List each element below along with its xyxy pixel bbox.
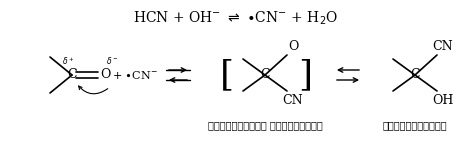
Text: [: [ <box>220 58 234 92</box>
Text: + $\bullet$CN$^{-}$: + $\bullet$CN$^{-}$ <box>112 69 158 81</box>
Text: $\delta^+$: $\delta^+$ <box>62 55 74 67</box>
Text: सायनोहाइडिन: सायनोहाइडिन <box>383 120 447 130</box>
Text: C: C <box>260 69 270 82</box>
Text: चतुष्फलकीय मध्यवर्ती: चतुष्फलकीय मध्यवर्ती <box>208 120 322 130</box>
Text: O: O <box>288 41 298 53</box>
Text: C: C <box>67 69 77 82</box>
Text: OH: OH <box>432 94 454 107</box>
FancyArrowPatch shape <box>79 86 108 94</box>
Text: O: O <box>100 69 110 82</box>
Text: ]: ] <box>298 58 312 92</box>
Text: HCN + OH$^{-}$ $\rightleftharpoons$ $\bullet$CN$^{-}$ + H$_{2}$O: HCN + OH$^{-}$ $\rightleftharpoons$ $\bu… <box>134 9 338 27</box>
Text: $\delta^-$: $\delta^-$ <box>106 55 118 66</box>
Text: C: C <box>410 69 420 82</box>
Text: CN: CN <box>283 94 303 107</box>
Text: CN: CN <box>433 41 453 53</box>
